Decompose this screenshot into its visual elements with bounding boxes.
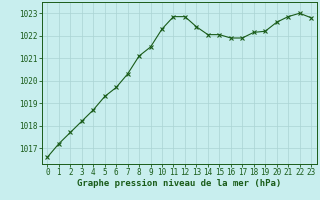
- X-axis label: Graphe pression niveau de la mer (hPa): Graphe pression niveau de la mer (hPa): [77, 179, 281, 188]
